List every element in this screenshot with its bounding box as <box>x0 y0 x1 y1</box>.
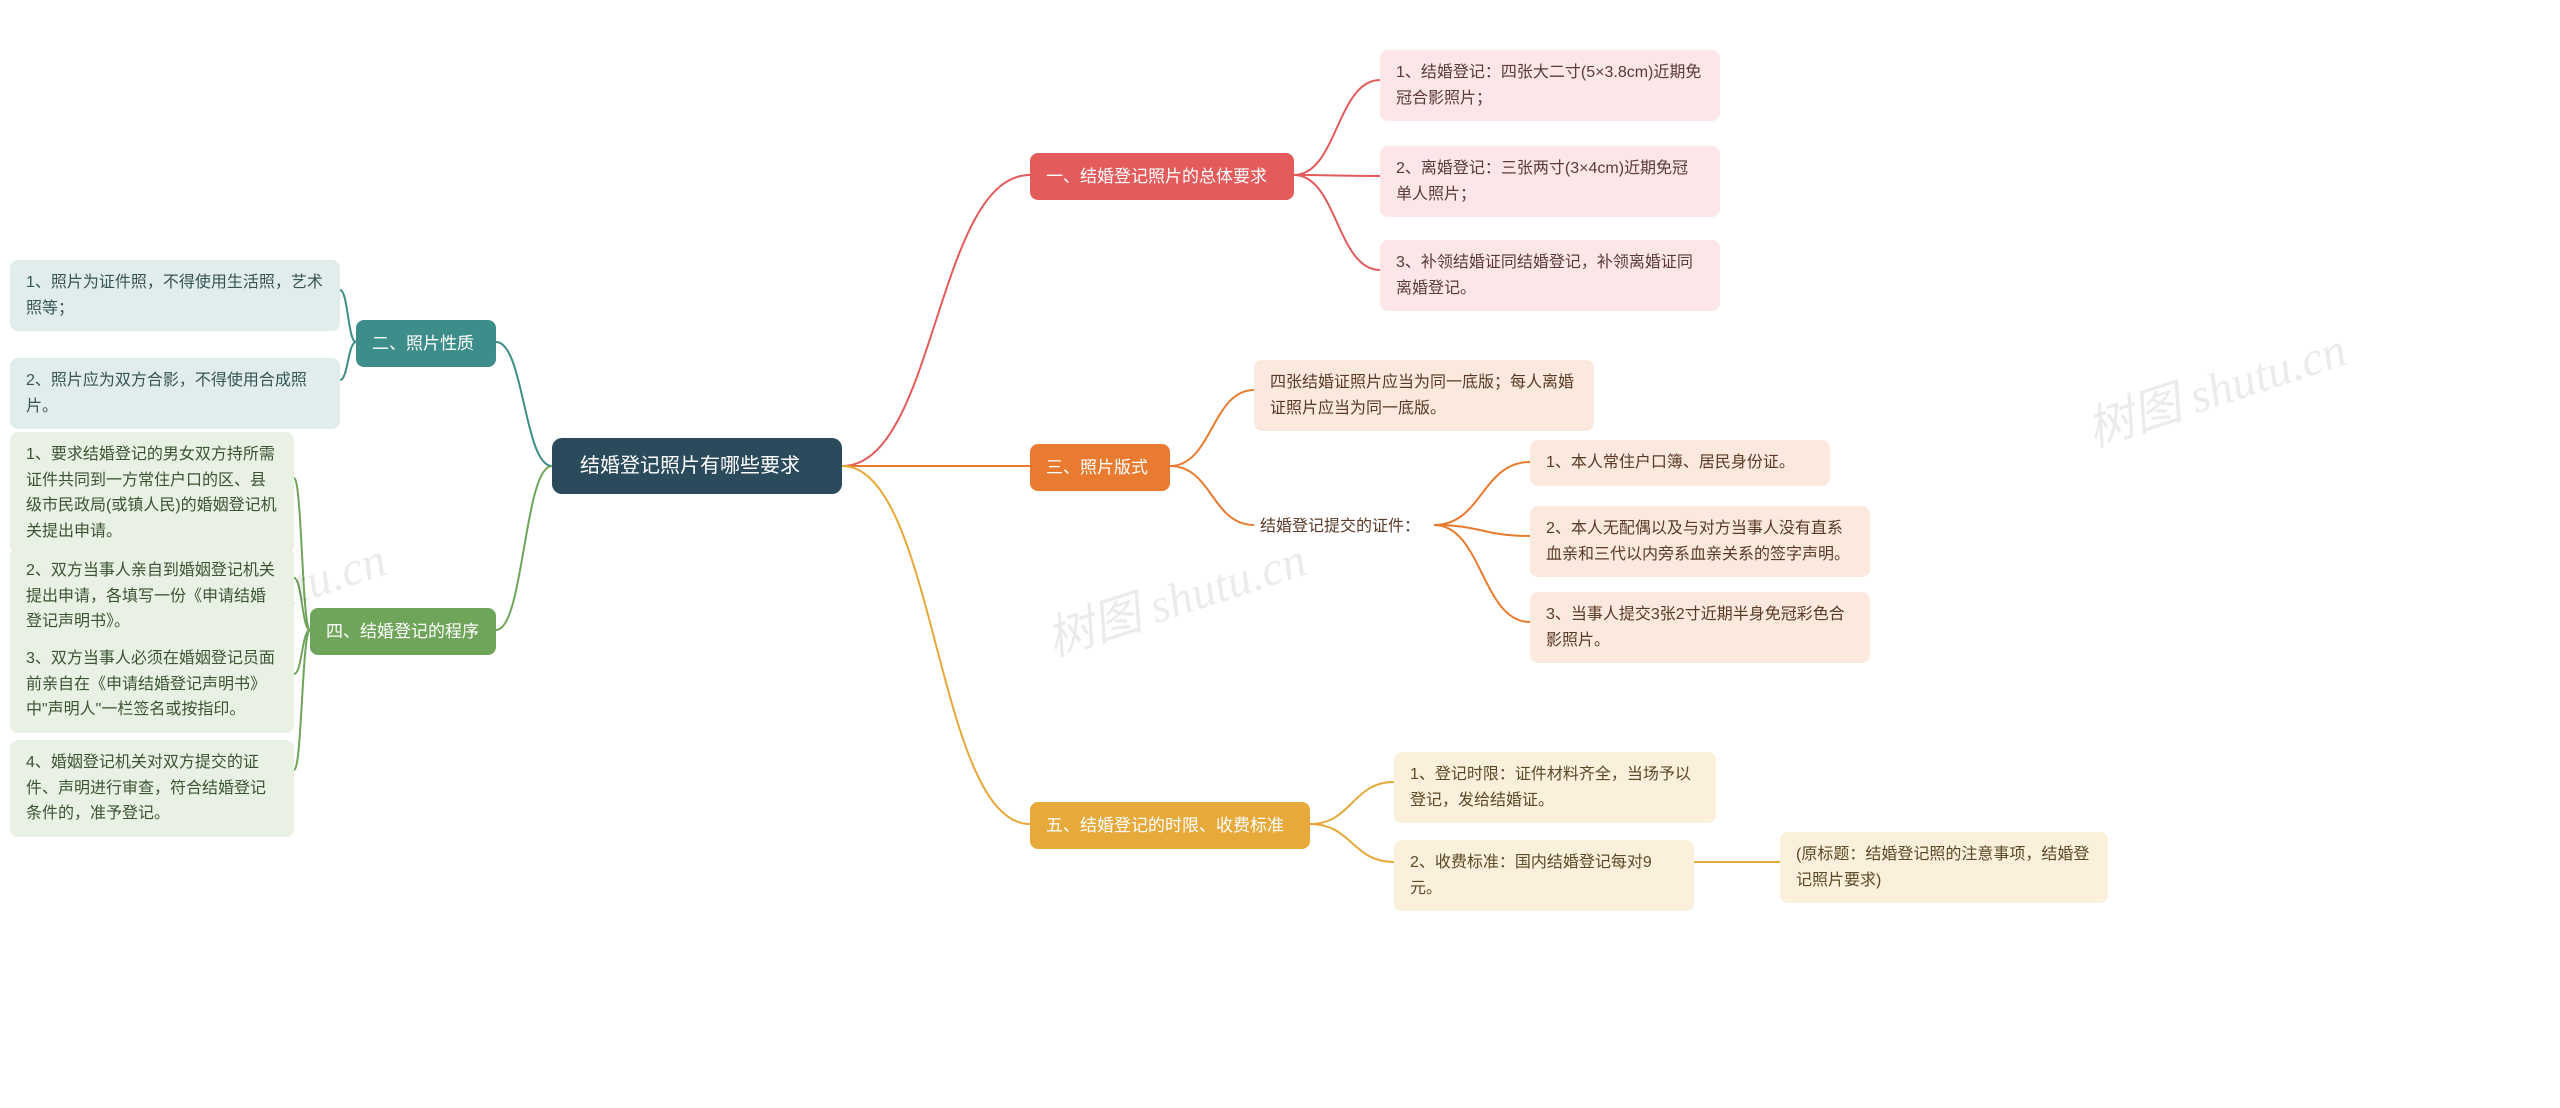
branch-node: 1、要求结婚登记的男女双方持所需证件共同到一方常住户口的区、县级市民政局(或镇人… <box>10 432 294 554</box>
branch-b3: 三、照片版式 <box>1030 444 1170 491</box>
watermark-3: 树图 shutu.cn <box>2076 310 2354 460</box>
leaf-node: 1、本人常住户口簿、居民身份证。 <box>1530 440 1830 486</box>
branch-node: 3、双方当事人必须在婚姻登记员面前亲自在《申请结婚登记声明书》中"声明人"一栏签… <box>10 636 294 733</box>
branch-node: 2、照片应为双方合影，不得使用合成照片。 <box>10 358 340 429</box>
branch-b1: 一、结婚登记照片的总体要求 <box>1030 153 1294 200</box>
branch-node: 1、照片为证件照，不得使用生活照，艺术照等； <box>10 260 340 331</box>
branch-node: 1、登记时限：证件材料齐全，当场予以登记，发给结婚证。 <box>1394 752 1716 823</box>
branch-node: 1、结婚登记：四张大二寸(5×3.8cm)近期免冠合影照片； <box>1380 50 1720 121</box>
branch-b5: 五、结婚登记的时限、收费标准 <box>1030 802 1310 849</box>
leaf-node: (原标题：结婚登记照的注意事项，结婚登记照片要求) <box>1780 832 2108 903</box>
branch-node: 2、离婚登记：三张两寸(3×4cm)近期免冠单人照片； <box>1380 146 1720 217</box>
branch-node: 2、收费标准：国内结婚登记每对9元。 <box>1394 840 1694 911</box>
leaf-node: 3、当事人提交3张2寸近期半身免冠彩色合影照片。 <box>1530 592 1870 663</box>
branch-b4: 四、结婚登记的程序 <box>310 608 496 655</box>
branch-node: 2、双方当事人亲自到婚姻登记机关提出申请，各填写一份《申请结婚登记声明书》。 <box>10 548 294 645</box>
root-node: 结婚登记照片有哪些要求 <box>552 438 842 494</box>
branch-node: 4、婚姻登记机关对双方提交的证件、声明进行审查，符合结婚登记条件的，准予登记。 <box>10 740 294 837</box>
branch-node: 结婚登记提交的证件： <box>1254 510 1434 544</box>
leaf-node: 2、本人无配偶以及与对方当事人没有直系血亲和三代以内旁系血亲关系的签字声明。 <box>1530 506 1870 577</box>
branch-b2: 二、照片性质 <box>356 320 496 367</box>
branch-node: 四张结婚证照片应当为同一底版；每人离婚证照片应当为同一底版。 <box>1254 360 1594 431</box>
branch-node: 3、补领结婚证同结婚登记，补领离婚证同离婚登记。 <box>1380 240 1720 311</box>
